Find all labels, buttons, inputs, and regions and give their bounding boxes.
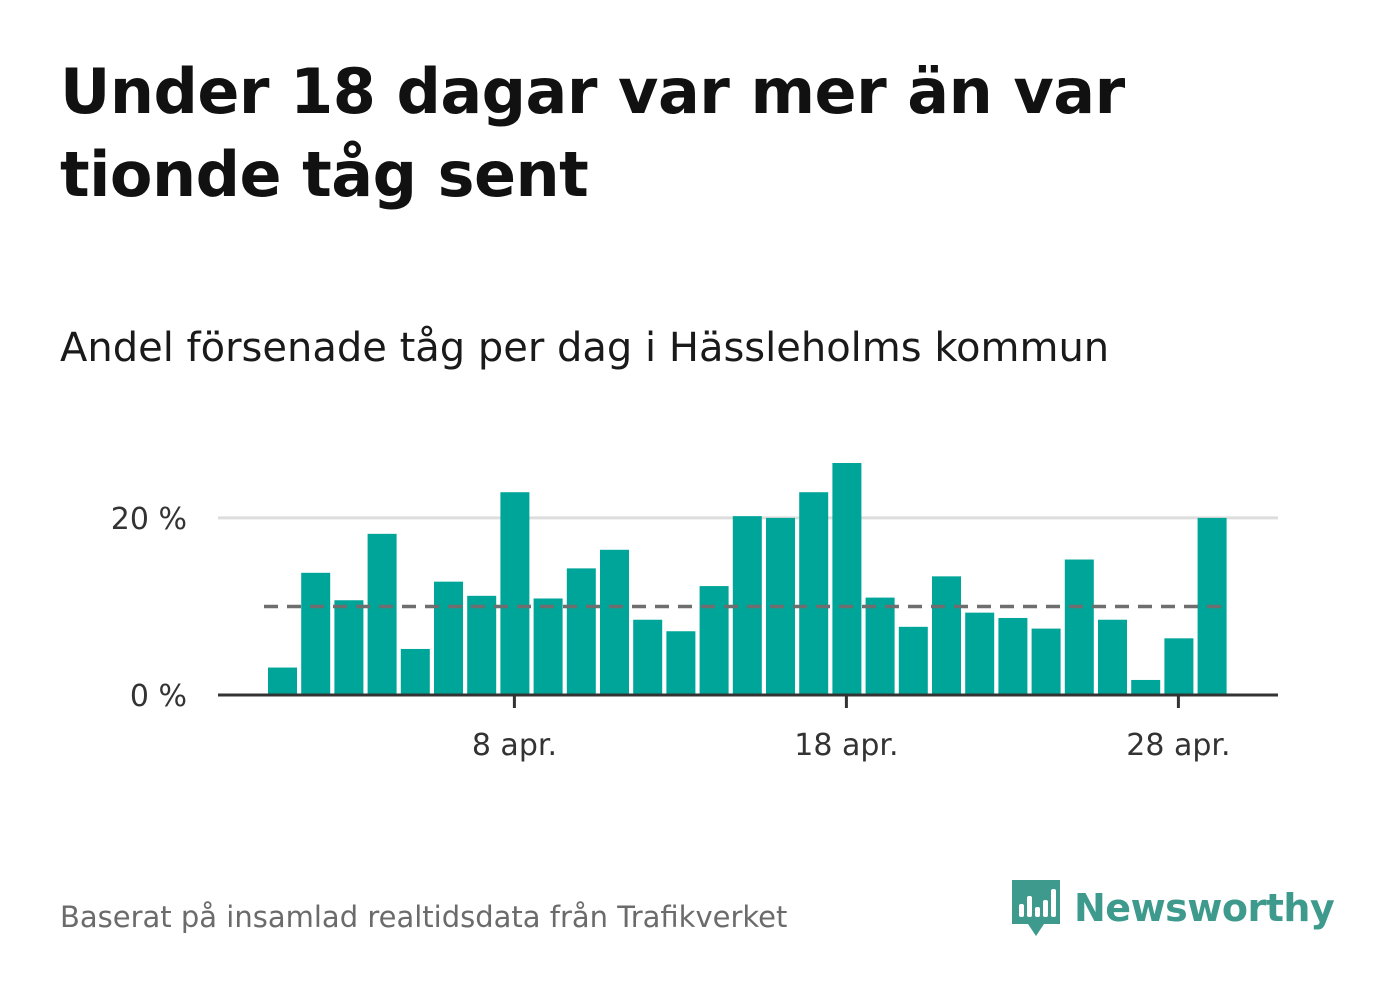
bar	[666, 631, 696, 695]
bar	[865, 597, 895, 695]
y-tick-label: 20 %	[111, 502, 187, 537]
bar	[301, 572, 331, 695]
source-note: Baserat på insamlad realtidsdata från Tr…	[60, 900, 788, 934]
brand-logo: Newsworthy	[1010, 878, 1335, 938]
bar	[699, 586, 729, 695]
bar	[965, 612, 995, 695]
bar	[434, 581, 463, 695]
chart-title: Under 18 dagar var mer än var tionde tåg…	[60, 55, 1125, 211]
y-tick-label: 0 %	[130, 679, 187, 714]
bar	[1064, 559, 1094, 695]
bars	[268, 463, 1227, 695]
bar	[400, 648, 430, 695]
chart-subtitle: Andel försenade tåg per dag i Hässleholm…	[60, 325, 1110, 371]
bar	[898, 626, 928, 695]
axes: 0 % 20 % 8 apr. 18 apr. 28 apr.	[111, 502, 1278, 763]
bar	[932, 576, 961, 695]
bar	[832, 463, 862, 695]
bar	[533, 598, 563, 695]
bar	[633, 619, 663, 695]
newsworthy-logo-icon	[1012, 880, 1060, 936]
bar	[1131, 679, 1161, 695]
bar	[268, 667, 297, 695]
bar	[799, 492, 829, 695]
bar	[500, 492, 530, 695]
bar	[1164, 638, 1194, 695]
bar	[367, 533, 397, 695]
bar	[467, 595, 497, 695]
x-tick-label: 8 apr.	[472, 728, 557, 763]
bar	[566, 568, 596, 695]
bar	[1031, 628, 1061, 695]
bar	[334, 600, 364, 695]
bar	[1098, 619, 1127, 695]
bar	[998, 617, 1028, 695]
bar	[600, 549, 629, 695]
x-tick-label: 18 apr.	[794, 728, 898, 763]
brand-name: Newsworthy	[1074, 886, 1335, 930]
x-tick-label: 28 apr.	[1126, 728, 1230, 763]
